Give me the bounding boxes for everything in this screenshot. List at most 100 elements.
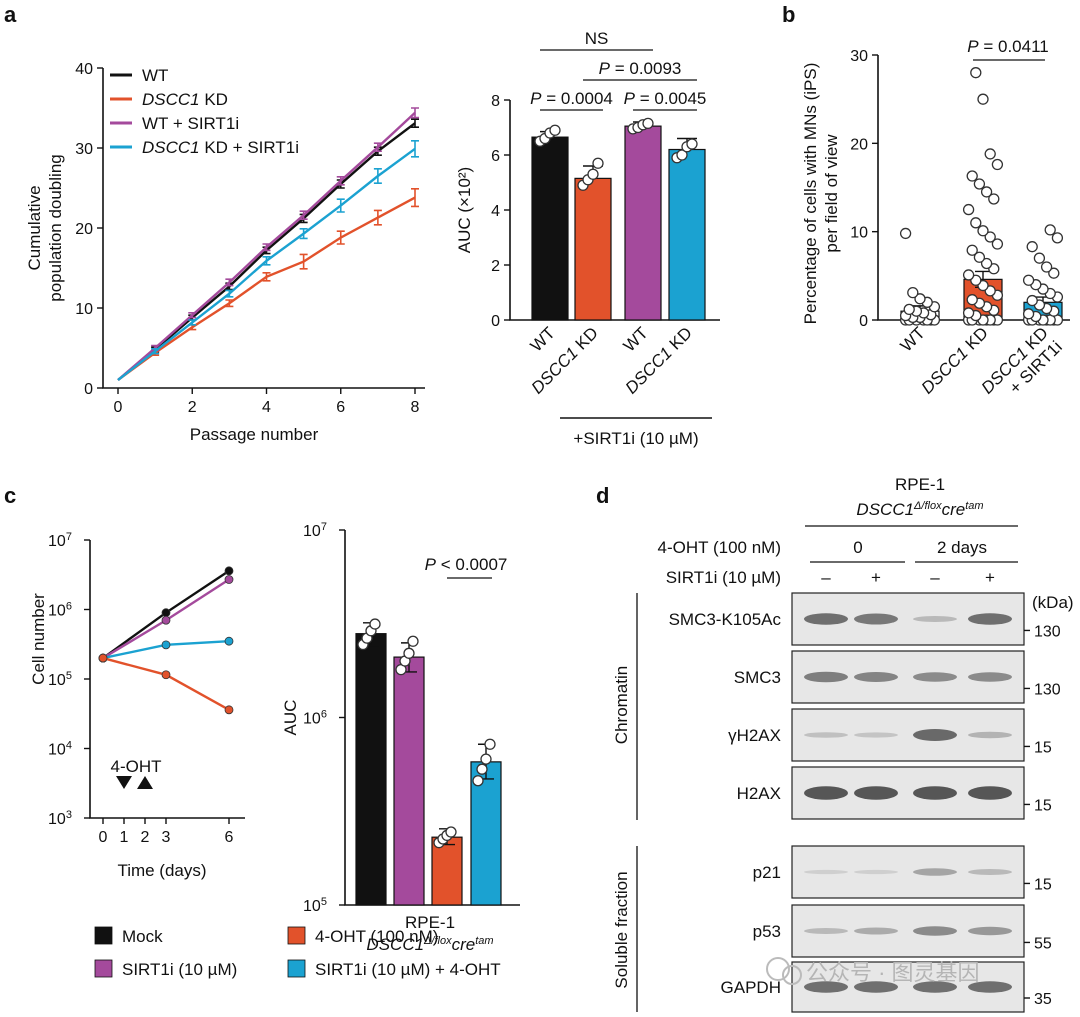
data-point bbox=[445, 826, 457, 838]
error-bar bbox=[411, 118, 419, 128]
blot-genotype-part: DSCC1 bbox=[856, 500, 914, 519]
y-tick-label: 106 bbox=[303, 709, 327, 728]
blot-panel bbox=[791, 845, 1025, 899]
series-point bbox=[224, 636, 234, 646]
data-point bbox=[966, 294, 978, 306]
series-point bbox=[98, 653, 108, 663]
error-bar bbox=[299, 228, 308, 240]
blot-band bbox=[854, 613, 898, 625]
data-point bbox=[1026, 241, 1038, 253]
blot-band bbox=[968, 926, 1012, 936]
data-point bbox=[407, 635, 419, 647]
data-point bbox=[914, 293, 926, 305]
wechat-icon bbox=[766, 957, 790, 981]
blot-band bbox=[968, 869, 1012, 875]
y-axis-label-line: per field of view bbox=[822, 134, 841, 253]
blot-row-label: GAPDH bbox=[721, 978, 781, 997]
data-point bbox=[1044, 224, 1056, 236]
data-point bbox=[984, 148, 996, 160]
data-point bbox=[403, 647, 415, 659]
series-point bbox=[161, 670, 171, 680]
blot-band bbox=[913, 926, 957, 936]
legend-c: Mock 4-OHT (100 nM) SIRT1i (10 µM) SIRT1i (… bbox=[94, 926, 501, 979]
y-tick-label: 20 bbox=[850, 136, 868, 153]
x-tick-label: 4 bbox=[262, 399, 271, 416]
data-point bbox=[962, 269, 975, 281]
error-bar bbox=[336, 230, 345, 245]
blot-band bbox=[913, 672, 957, 682]
significance-label: P = 0.0411 bbox=[967, 37, 1048, 56]
blot-band bbox=[968, 672, 1012, 682]
legend-label-part: KD bbox=[200, 90, 228, 109]
blot-genotype-part: tam bbox=[965, 500, 983, 512]
legend-label-part: WT + SIRT1i bbox=[142, 114, 239, 133]
treatment-mark: – bbox=[821, 568, 831, 587]
panel-label-b: b bbox=[782, 2, 795, 27]
panel-label-a: a bbox=[4, 2, 17, 27]
legend-label-part: KD + SIRT1i bbox=[200, 138, 299, 157]
y-tick-label-part: 10 bbox=[48, 533, 66, 550]
legend-label-part: DSCC1 bbox=[142, 90, 200, 109]
blot-band bbox=[913, 981, 957, 993]
watermark-text: 公众号 · 图灵基因 bbox=[806, 960, 980, 985]
bar bbox=[668, 148, 706, 321]
significance-label-part: < 0.0007 bbox=[436, 555, 507, 574]
significance-label-part: = 0.0045 bbox=[635, 89, 706, 108]
data-point bbox=[966, 244, 978, 256]
chart-b-micronuclei: 0 10 20 30 Percentage of cells with MNs (iPS… bbox=[801, 37, 1070, 398]
data-point bbox=[1051, 232, 1064, 244]
blot-band bbox=[913, 786, 957, 800]
y-axis-label: AUC (×10²) bbox=[455, 167, 474, 253]
marker-label: 15 bbox=[1034, 876, 1052, 893]
x-tick-label: 8 bbox=[411, 399, 420, 416]
error-bar bbox=[411, 140, 419, 158]
y-tick-label: 2 bbox=[491, 258, 500, 275]
blot-panel bbox=[791, 708, 1025, 762]
significance-label-part: = 0.0093 bbox=[610, 59, 681, 78]
chromatin-label: Chromatin bbox=[612, 666, 631, 744]
y-tick-label: 105 bbox=[48, 670, 72, 689]
y-tick-label: 10 bbox=[75, 301, 93, 318]
y-axis-label: Percentage of cells with MNs (iPS) per fi… bbox=[801, 63, 841, 325]
watermark: 公众号 · 图灵基因 bbox=[766, 957, 980, 985]
y-tick-label-part: 10 bbox=[303, 711, 321, 728]
data-point bbox=[686, 138, 698, 150]
marker-label: 15 bbox=[1034, 739, 1052, 756]
data-point bbox=[484, 738, 496, 750]
treatment-start-marker bbox=[116, 776, 132, 789]
data-point bbox=[907, 286, 919, 299]
row-label-4oht: 4-OHT (100 nM) bbox=[658, 538, 781, 557]
series-point bbox=[161, 640, 171, 650]
y-tick-label-part: 3 bbox=[66, 809, 72, 821]
error-bar bbox=[188, 312, 197, 319]
error-bar bbox=[336, 198, 345, 213]
significance-label-part: P bbox=[530, 89, 542, 108]
blot-band bbox=[913, 616, 957, 622]
blot-band bbox=[854, 786, 898, 800]
y-tick-label-part: 6 bbox=[66, 601, 72, 613]
error-bar bbox=[411, 188, 419, 208]
bar bbox=[393, 656, 425, 906]
group-label: +SIRT1i (10 µM) bbox=[573, 429, 698, 448]
significance-label: P = 0.0093 bbox=[599, 59, 682, 78]
blot-row-label: SMC3-K105Ac bbox=[669, 610, 782, 629]
x-axis-label: RPE-1 bbox=[405, 913, 455, 932]
data-point bbox=[903, 303, 915, 316]
y-tick-label-part: 7 bbox=[66, 531, 72, 543]
data-point bbox=[970, 217, 982, 229]
blot-band bbox=[913, 729, 957, 741]
error-bar bbox=[262, 243, 271, 252]
western-blot-d: RPE-1 DSCC1Δ/floxcretam 4-OHT (100 nM) 0 2 d… bbox=[612, 475, 1074, 1013]
legend-label: DSCC1 KD bbox=[142, 90, 228, 109]
significance-label-part: P bbox=[599, 59, 611, 78]
error-bar bbox=[262, 256, 271, 266]
y-tick-label: 6 bbox=[491, 148, 500, 165]
significance-label-part: = 0.0004 bbox=[541, 89, 612, 108]
data-point bbox=[970, 67, 982, 79]
legend-swatch bbox=[94, 926, 113, 945]
blot-genotype-part: Δ/flox bbox=[913, 500, 942, 512]
x-tick-label-part: DSCC1 bbox=[918, 343, 972, 397]
blot-title: RPE-1 bbox=[895, 475, 945, 494]
legend-label: WT + SIRT1i bbox=[142, 114, 239, 133]
